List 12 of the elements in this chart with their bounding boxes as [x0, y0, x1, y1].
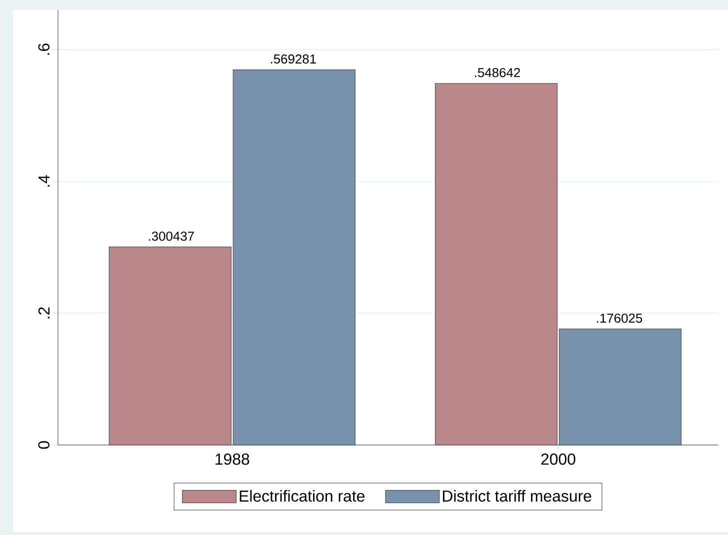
data-label: .548642: [475, 68, 520, 78]
legend-label: District tariff measure: [442, 490, 592, 502]
y-tick-label: .6: [38, 44, 50, 55]
data-label: .300437: [148, 232, 194, 241]
legend-label: Electrification rate: [240, 490, 364, 502]
y-tick-label: .4: [38, 175, 50, 187]
y-tick-label: 0: [38, 441, 50, 449]
x-tick-label: 2000: [541, 454, 576, 465]
data-label: .176025: [597, 314, 642, 323]
data-label: .569281: [270, 54, 316, 64]
x-tick-label: 1988: [216, 454, 250, 465]
y-tick-label: .2: [38, 307, 50, 318]
